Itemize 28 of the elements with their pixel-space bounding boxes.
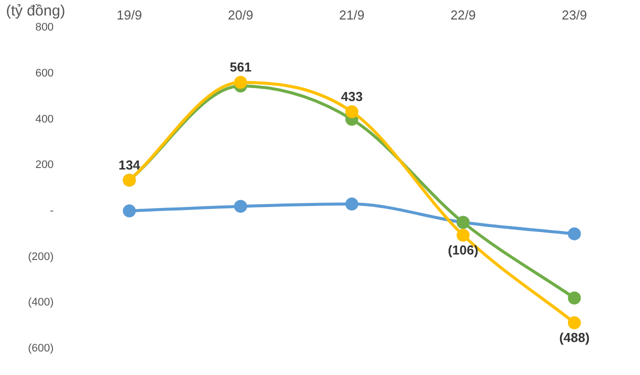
y-tick-label: 600: [35, 67, 54, 80]
point: [122, 204, 136, 218]
point: [345, 105, 358, 118]
x-tick-label: 19/9: [116, 7, 142, 22]
point: [345, 198, 358, 211]
data-label: 134: [118, 157, 141, 172]
data-label: (106): [448, 242, 478, 258]
data-label: 433: [340, 88, 363, 104]
point: [568, 291, 581, 304]
point: [568, 316, 581, 330]
x-tick-label: 20/9: [228, 7, 254, 22]
y-tick-label: (400): [28, 296, 54, 309]
data-label: (488): [559, 330, 590, 345]
point: [456, 228, 470, 242]
point: [234, 200, 248, 213]
y-tick-label: (200): [28, 250, 54, 263]
y-tick-label: 800: [35, 22, 54, 34]
x-tick-label: 23/9: [562, 7, 588, 22]
y-axis-title: (tỷ đồng): [6, 2, 66, 20]
y-tick-label: 400: [35, 113, 54, 126]
y-tick-label: 200: [35, 159, 54, 172]
y-tick-label: -: [50, 204, 54, 217]
point: [568, 227, 581, 240]
x-tick-label: 21/9: [339, 7, 364, 22]
x-tick-label: 22/9: [450, 7, 476, 22]
data-label: 561: [230, 59, 252, 74]
point: [234, 76, 248, 89]
y-tick-label: (600): [28, 342, 54, 354]
